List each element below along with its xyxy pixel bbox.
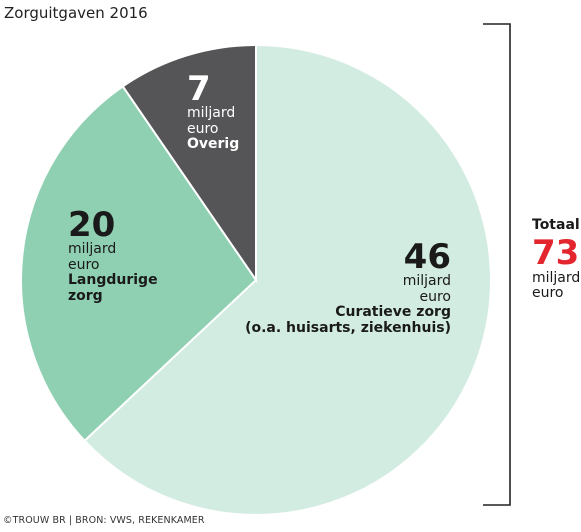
unit-curatieve-1: miljard [402, 273, 451, 289]
source-footer: ©TROUW BR | BRON: VWS, REKENKAMER [3, 515, 205, 526]
category-curatieve-2: (o.a. huisarts, ziekenhuis) [245, 320, 451, 337]
label-langdurige: 20 miljard euro Langdurige zorg [68, 208, 158, 305]
unit-overig-1: miljard [187, 105, 236, 121]
category-langdurige-1: Langdurige [68, 272, 158, 289]
category-langdurige-2: zorg [68, 288, 103, 305]
slice-overig [121, 43, 257, 284]
total-unit-1: miljard [532, 269, 581, 286]
total-label: Totaal [532, 217, 580, 233]
total-value: 73 [532, 232, 580, 273]
slice-curatieve [83, 43, 492, 516]
bracket-line [483, 23, 511, 506]
category-curatieve-1: Curatieve zorg [335, 304, 451, 321]
value-curatieve: 46 [403, 237, 451, 277]
total-block: Totaal 73 miljard euro [532, 217, 581, 302]
label-overig: 7 miljard euro Overig [187, 72, 239, 153]
chart-title: Zorguitgaven 2016 [4, 4, 148, 22]
value-overig: 7 [187, 69, 211, 109]
total-unit-2: euro [532, 285, 564, 302]
value-langdurige: 20 [68, 205, 116, 245]
unit-langdurige-2: euro [68, 256, 100, 273]
category-overig: Overig [187, 136, 240, 153]
unit-langdurige-1: miljard [68, 241, 117, 257]
unit-overig-2: euro [187, 120, 219, 137]
label-curatieve: 46 miljard euro Curatieve zorg (o.a. hui… [245, 240, 451, 337]
unit-curatieve-2: euro [419, 288, 452, 305]
slice-langdurige [20, 84, 258, 443]
